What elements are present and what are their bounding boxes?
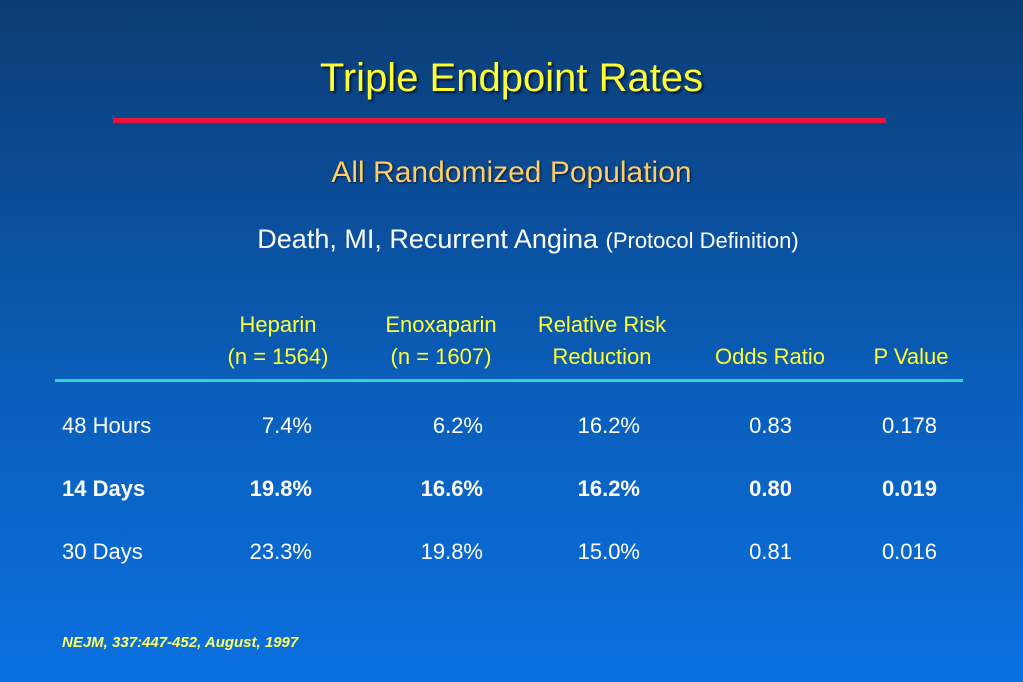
cell: 0.83 <box>749 413 792 438</box>
cell: 0.80 <box>749 476 792 501</box>
description-note: (Protocol Definition) <box>605 228 799 253</box>
header-line: Reduction <box>552 344 652 369</box>
row-label: 14 Days <box>62 476 146 501</box>
title-rule <box>113 118 886 123</box>
description-text: Death, MI, Recurrent Angina <box>257 224 598 254</box>
column-header: Heparin (n = 1564) <box>178 309 378 373</box>
cell: 16.2% <box>577 476 640 501</box>
row-label: 48 Hours <box>62 413 152 438</box>
header-line: (n = 1607) <box>390 344 492 369</box>
cell: 23.3% <box>249 539 312 564</box>
description: Death, MI, Recurrent Angina (Protocol De… <box>0 224 1023 255</box>
cell: 16.6% <box>420 476 483 501</box>
cell: 19.8% <box>420 539 483 564</box>
cell: 6.2% <box>432 413 483 438</box>
footnote: NEJM, 337:447-452, August, 1997 <box>62 634 299 651</box>
title: Triple Endpoint Rates <box>319 56 704 100</box>
cell: 15.0% <box>577 539 640 564</box>
column-header: Enoxaparin (n = 1607) <box>341 309 541 373</box>
cell: 7.4% <box>261 413 312 438</box>
header-rule <box>55 379 963 382</box>
cell: 0.81 <box>749 539 792 564</box>
column-header: Odds Ratio <box>670 341 870 373</box>
cell: 0.178 <box>881 413 937 438</box>
column-header: P Value <box>811 341 1011 373</box>
row-label: 30 Days <box>62 539 143 564</box>
header-line: Odds Ratio <box>714 344 826 369</box>
header-line: Heparin <box>239 312 317 337</box>
cell: 0.016 <box>881 539 937 564</box>
cell: 0.019 <box>881 476 937 501</box>
header-line: P Value <box>873 344 949 369</box>
header-line: (n = 1564) <box>227 344 329 369</box>
cell: 19.8% <box>249 476 312 501</box>
header-line: Enoxaparin <box>385 312 497 337</box>
column-header: Relative Risk Reduction <box>502 309 702 373</box>
header-line: Relative Risk <box>537 312 667 337</box>
cell: 16.2% <box>577 413 640 438</box>
subtitle: All Randomized Population <box>331 156 692 189</box>
